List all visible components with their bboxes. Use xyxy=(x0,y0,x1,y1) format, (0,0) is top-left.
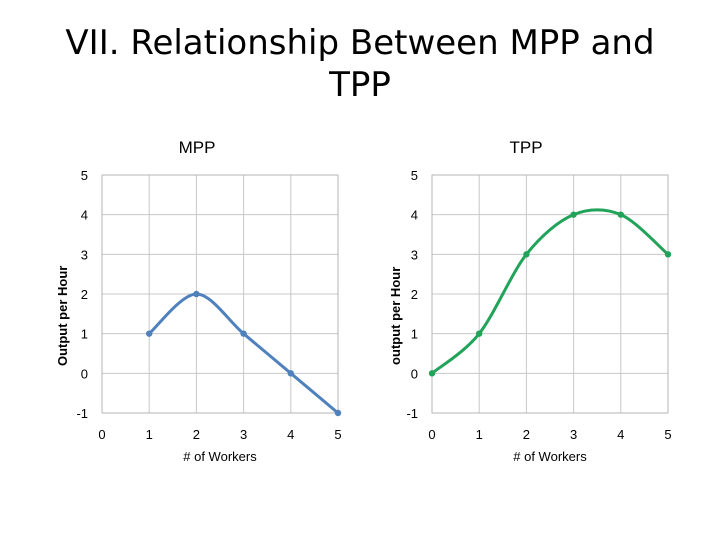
y-tick-label: 3 xyxy=(81,247,88,262)
x-tick-label: 2 xyxy=(193,427,200,442)
y-axis-label: output per Hour xyxy=(388,267,403,365)
data-point xyxy=(287,370,294,377)
slide-title: VII. Relationship Between MPP and TPP xyxy=(65,23,655,105)
y-tick-label: -1 xyxy=(406,406,418,421)
y-tick-label: -1 xyxy=(76,406,88,421)
y-tick-label: 5 xyxy=(411,168,418,183)
chart-tpp: TPP -1 0 1 2 3 4 5 0 1 2 3 4 5 # of Workers output per … xyxy=(388,138,672,464)
chart-title: TPP xyxy=(509,138,542,157)
y-tick-label: 4 xyxy=(81,208,88,223)
x-tick-label: 1 xyxy=(476,427,483,442)
data-point xyxy=(664,251,672,258)
y-tick-label: 2 xyxy=(411,287,418,302)
x-tick-label: 0 xyxy=(428,427,435,442)
x-tick-label: 4 xyxy=(617,427,624,442)
x-tick-label: 3 xyxy=(240,427,247,442)
data-point xyxy=(476,330,483,337)
chart-title: MPP xyxy=(179,138,216,157)
data-point xyxy=(523,251,530,258)
y-tick-label: 1 xyxy=(411,327,418,342)
data-point xyxy=(617,211,624,218)
x-tick-label: 5 xyxy=(334,427,341,442)
x-tick-label: 0 xyxy=(98,427,105,442)
data-point xyxy=(428,370,436,377)
y-tick-label: 2 xyxy=(81,287,88,302)
y-tick-label: 0 xyxy=(411,366,418,381)
chart-mpp: MPP -1 0 1 2 3 4 5 0 1 2 3 4 5 # of Workers Output per … xyxy=(55,138,342,464)
x-axis-label: # of Workers xyxy=(513,449,587,464)
plot-area-border xyxy=(101,174,339,414)
data-point xyxy=(146,330,153,337)
y-tick-label: 3 xyxy=(411,247,418,262)
data-point xyxy=(334,409,342,417)
data-point xyxy=(193,290,200,298)
plot-area-border xyxy=(431,174,669,414)
data-point xyxy=(570,211,577,218)
x-tick-label: 2 xyxy=(523,427,530,442)
x-tick-label: 5 xyxy=(664,427,671,442)
x-axis-label: # of Workers xyxy=(183,449,257,464)
x-tick-label: 1 xyxy=(146,427,153,442)
x-tick-label: 4 xyxy=(287,427,294,442)
x-tick-label: 3 xyxy=(570,427,577,442)
series-line xyxy=(430,208,670,375)
y-tick-label: 5 xyxy=(81,168,88,183)
y-axis-label: Output per Hour xyxy=(55,266,70,366)
y-tick-label: 1 xyxy=(81,327,88,342)
y-tick-label: 4 xyxy=(411,208,418,223)
data-point xyxy=(240,330,247,337)
y-tick-label: 0 xyxy=(81,366,88,381)
